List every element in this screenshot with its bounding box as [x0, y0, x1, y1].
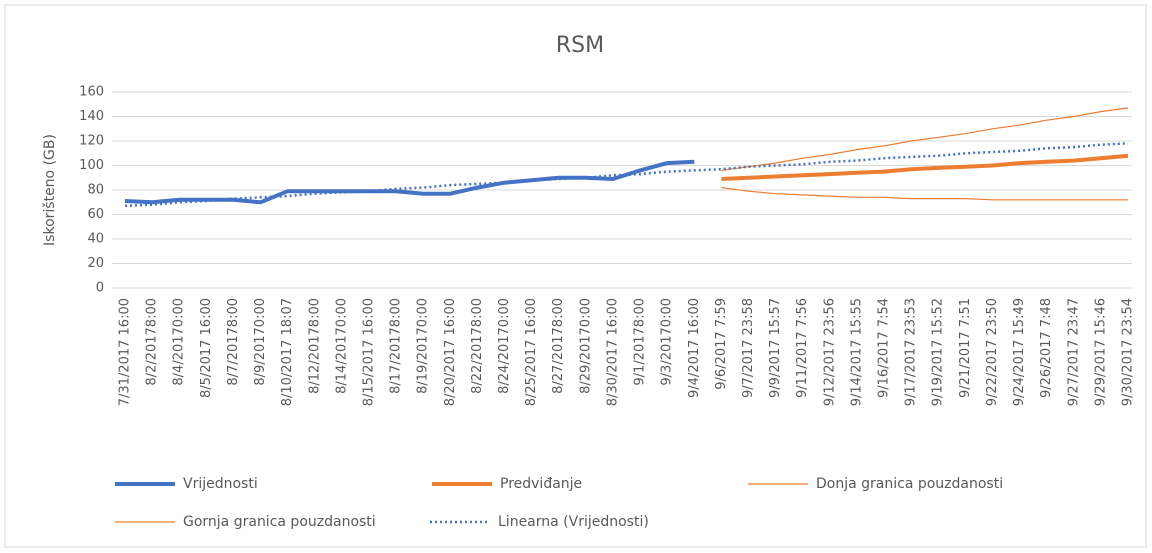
x-tick-label: 8/29/20170:00 — [578, 298, 593, 394]
legend-label: Donja granica pouzdanosti — [816, 476, 1003, 492]
y-tick-label: 80 — [87, 183, 104, 198]
x-tick-label: 9/24/2017 15:49 — [1012, 298, 1027, 406]
x-tick-label: 8/4/20170:00 — [172, 298, 187, 386]
y-tick-label: 40 — [87, 232, 104, 247]
y-tick-label: 120 — [79, 134, 104, 149]
y-tick-label: 20 — [87, 256, 104, 271]
x-tick-label: 8/22/20178:00 — [470, 298, 485, 394]
x-tick-label: 9/27/2017 23:47 — [1066, 298, 1081, 406]
x-tick-label: 8/15/2017 16:00 — [361, 298, 376, 406]
series-line — [721, 153, 1129, 181]
x-tick-label: 9/3/20170:00 — [660, 298, 675, 386]
x-tick-label: 9/9/2017 15:57 — [768, 298, 783, 398]
series-line — [721, 187, 1128, 201]
y-tick-label: 60 — [87, 207, 104, 222]
chart-title: RSM — [556, 33, 604, 58]
x-tick-label: 8/7/20178:00 — [226, 298, 241, 386]
x-tick-label: 9/30/2017 23:54 — [1121, 298, 1136, 406]
x-tick-label: 9/29/2017 15:46 — [1093, 298, 1108, 406]
y-tick-label: 140 — [79, 109, 104, 124]
x-tick-label: 8/20/2017 16:00 — [443, 298, 458, 406]
legend-label: Predviđanje — [500, 476, 582, 492]
x-tick-label: 9/4/2017 16:00 — [687, 298, 702, 398]
x-tick-label: 9/14/2017 15:55 — [849, 298, 864, 406]
x-tick-label: 9/11/2017 7:56 — [795, 298, 810, 398]
x-tick-label: 8/19/20170:00 — [416, 298, 431, 394]
x-tick-label: 8/12/20178:00 — [307, 298, 322, 394]
x-tick-label: 7/31/2017 16:00 — [118, 298, 133, 406]
x-tick-label: 8/30/2017 16:00 — [605, 298, 620, 406]
x-tick-label: 8/17/20178:00 — [389, 298, 404, 394]
x-tick-label: 9/22/2017 23:50 — [985, 298, 1000, 406]
legend-label: Vrijednosti — [183, 476, 258, 492]
legend-label: Gornja granica pouzdanosti — [183, 514, 376, 530]
y-tick-label: 100 — [79, 158, 104, 173]
x-tick-label: 9/1/20178:00 — [633, 298, 648, 386]
x-tick-label: 9/7/2017 23:58 — [741, 298, 756, 398]
y-axis-label: Iskorišteno (GB) — [42, 134, 58, 246]
x-tick-label: 8/24/20170:00 — [497, 298, 512, 394]
x-tick-label: 9/26/2017 7:48 — [1039, 298, 1054, 398]
chart-border — [4, 4, 1147, 548]
x-tick-label: 9/21/2017 7:51 — [958, 298, 973, 398]
x-tick-label: 8/25/2017 16:00 — [524, 298, 539, 406]
x-tick-label: 9/6/2017 7:59 — [714, 298, 729, 390]
y-tick-label: 0 — [96, 281, 104, 296]
x-tick-label: 8/5/2017 16:00 — [199, 298, 214, 398]
legend-label: Linearna (Vrijednosti) — [498, 514, 649, 530]
y-tick-label: 160 — [79, 85, 104, 100]
x-tick-label: 9/17/2017 23:53 — [904, 298, 919, 406]
x-tick-label: 9/19/2017 15:52 — [931, 298, 946, 406]
series-line — [721, 107, 1129, 171]
x-tick-label: 8/14/20170:00 — [334, 298, 349, 394]
x-tick-label: 8/9/20170:00 — [253, 298, 268, 386]
x-tick-label: 8/2/20178:00 — [145, 298, 160, 386]
x-tick-label: 8/27/20178:00 — [551, 298, 566, 394]
x-tick-label: 8/10/2017 18:07 — [280, 298, 295, 406]
x-tick-label: 9/12/2017 23:56 — [822, 298, 837, 406]
x-tick-label: 9/16/2017 7:54 — [877, 298, 892, 398]
